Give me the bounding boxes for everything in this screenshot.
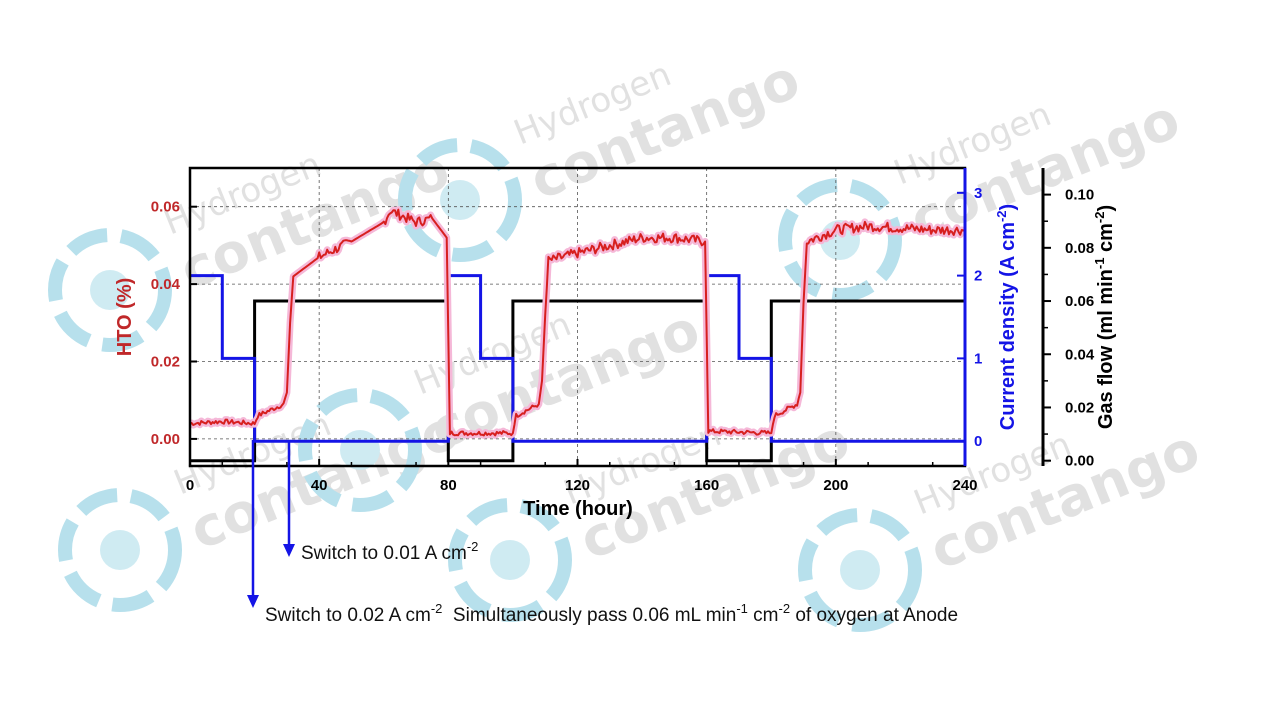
watermark-ring (298, 388, 422, 512)
watermark-ring (48, 228, 172, 352)
current-tick-label: 1 (974, 350, 982, 367)
current-density-axis: 0 1 2 3 (957, 168, 982, 466)
watermark-dot (100, 530, 140, 570)
hto-series-line (189, 208, 966, 437)
x-axis-title: Time (hour) (523, 498, 633, 520)
arrow-switch-1 (283, 440, 295, 557)
x-tick-label: 0 (186, 477, 194, 494)
x-tick-label: 40 (311, 477, 328, 494)
gas-tick-label: 0.00 (1065, 453, 1094, 470)
watermark-dot (90, 270, 130, 310)
hto-axis: 0.00 0.02 0.04 0.06 (151, 199, 197, 448)
hto-axis-title: HTO (%) (114, 278, 136, 357)
gas-tick-label: 0.04 (1065, 346, 1095, 363)
hto-tick-label: 0.04 (151, 276, 181, 293)
watermark-dot (840, 550, 880, 590)
watermark-ring (798, 508, 922, 632)
current-tick-label: 0 (974, 433, 982, 450)
gas-tick-label: 0.02 (1065, 399, 1094, 416)
x-tick-label: 160 (694, 477, 719, 494)
x-tick-label: 80 (440, 477, 457, 494)
x-axis: 0 40 80 120 160 200 240 (186, 459, 978, 494)
gas-tick-label: 0.10 (1065, 187, 1094, 204)
watermark-dot (440, 180, 480, 220)
gas-axis-title: Gas flow (ml min-1 cm-2) (1092, 205, 1117, 429)
watermark-ring (448, 498, 572, 622)
watermark-ring (778, 178, 902, 302)
arrow-switch-2 (247, 440, 259, 608)
current-tick-label: 3 (974, 185, 982, 202)
x-tick-label: 200 (823, 477, 848, 494)
watermark-dot (340, 430, 380, 470)
annotation-switch-1: Switch to 0.01 A cm-2 (301, 539, 478, 564)
current-axis-title: Current density (A cm-2) (994, 204, 1019, 430)
gas-tick-label: 0.08 (1065, 240, 1094, 257)
series-layer (188, 206, 967, 463)
x-tick-label: 240 (952, 477, 977, 494)
hto-tick-label: 0.02 (151, 354, 180, 371)
current-tick-label: 2 (974, 268, 982, 285)
annotation-switch-2: Switch to 0.02 A cm-2 Simultaneously pas… (265, 601, 958, 626)
x-tick-label: 120 (565, 477, 590, 494)
watermark-ring (398, 138, 522, 262)
gas-tick-label: 0.06 (1065, 293, 1094, 310)
hto-tick-label: 0.06 (151, 199, 180, 216)
current-density-series-line (190, 274, 965, 443)
watermark-dot (490, 540, 530, 580)
watermark-ring (58, 488, 182, 612)
hto-tick-label: 0.00 (151, 431, 180, 448)
gas-flow-axis: 0.00 0.02 0.04 0.06 0.08 0.10 (1041, 168, 1095, 470)
